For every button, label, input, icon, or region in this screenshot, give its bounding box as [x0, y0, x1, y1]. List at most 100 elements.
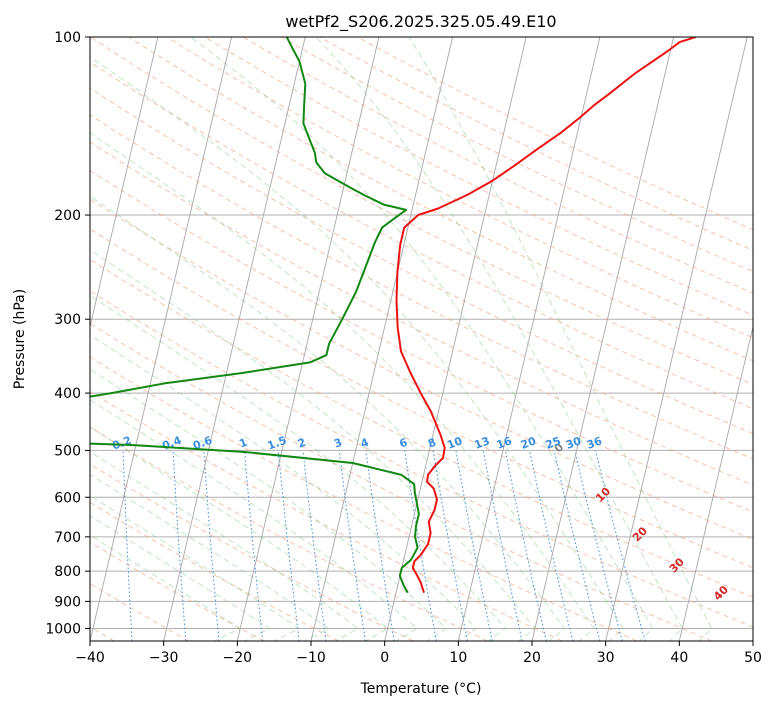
x-axis: −40 −30 −20 −10 0 10 20 30 40 50	[75, 641, 762, 666]
dewpoint-profile	[90, 37, 420, 594]
moist-adiabat	[90, 295, 507, 641]
mixing-ratio-line	[574, 450, 623, 641]
grid-lines	[90, 37, 753, 629]
isotherm-line	[531, 37, 675, 641]
moist-adiabat	[90, 451, 359, 641]
y-axis-title: Pressure (hPa)	[12, 289, 28, 389]
x-tick-label: 10	[449, 650, 467, 666]
moist-adiabat	[90, 56, 624, 641]
x-axis-title: Temperature (°C)	[360, 681, 482, 697]
mixing-ratio-line	[432, 450, 468, 641]
isotherm-line	[163, 37, 306, 641]
y-tick-label: 700	[54, 530, 81, 546]
mixing-ratio-line	[338, 450, 366, 641]
isotherms	[90, 37, 753, 641]
dry-adiabat	[90, 356, 638, 641]
x-tick-label: −30	[149, 650, 179, 666]
moist-adiabat	[90, 249, 536, 641]
isotherm-line	[678, 324, 753, 641]
isotherm-line	[90, 37, 159, 329]
mixing-ratio-line	[504, 450, 547, 641]
moist-adiabat	[408, 37, 713, 641]
y-tick-label: 100	[54, 30, 81, 46]
mixing-ratio-line	[404, 450, 437, 641]
dry-adiabat	[90, 463, 414, 641]
x-tick-label: −40	[75, 650, 105, 666]
x-tick-label: 20	[523, 650, 541, 666]
dry-adiabat	[90, 290, 753, 628]
moist-adiabat	[90, 132, 595, 641]
x-tick-label: −10	[296, 650, 326, 666]
x-tick-label: 50	[744, 650, 762, 666]
moist-adiabat	[315, 37, 683, 641]
y-tick-label: 600	[54, 490, 81, 506]
dry-adiabat	[90, 501, 339, 641]
dry-adiabat	[90, 141, 753, 486]
mixing-ratio-line	[455, 450, 493, 641]
y-tick-label: 400	[54, 386, 81, 402]
mixing-ratio-line	[529, 450, 574, 641]
mixing-ratio-label: 0.2	[110, 434, 133, 453]
y-tick-label: 300	[54, 312, 81, 328]
mixing-ratio-label: 3	[332, 436, 344, 451]
plot-frame	[89, 36, 754, 642]
mixing-ratio-line	[553, 450, 601, 641]
moist-adiabat	[90, 426, 389, 641]
moist-adiabat	[190, 37, 654, 641]
dry-adiabat	[90, 114, 753, 460]
mixing-ratio-label: 16	[495, 434, 514, 452]
mixing-ratio-line	[302, 450, 327, 641]
isotherm-line	[310, 37, 454, 641]
dry-adiabat	[319, 37, 753, 251]
isotherm-line	[457, 37, 601, 641]
mixing-ratio-label: 1.5	[266, 434, 289, 453]
y-tick-label: 900	[54, 594, 81, 610]
y-axis: 1000 900 800 700 600 500 400 300 200 100	[45, 30, 90, 637]
mixing-ratio-lines	[122, 450, 646, 641]
plot-area: -100-90-80-70-60-50-40-30-20-10010203040…	[90, 37, 753, 641]
dry-adiabat	[90, 61, 753, 410]
x-tick-label: −20	[223, 650, 253, 666]
mixing-ratio-label: 8	[426, 436, 438, 451]
mixing-ratio-line	[365, 450, 395, 641]
moist-adiabat	[90, 534, 242, 641]
mixing-ratio-label: 30	[564, 434, 583, 452]
isotherm-line	[384, 37, 527, 641]
mixing-ratio-label: 10	[445, 434, 464, 452]
y-tick-label: 800	[54, 564, 81, 580]
moist-adiabat	[90, 368, 448, 641]
profiles	[90, 37, 697, 594]
mixing-ratio-label: 13	[473, 434, 492, 451]
mixing-ratio-label: 36	[585, 434, 604, 452]
x-tick-label: 40	[670, 650, 688, 666]
moist-adiabat	[90, 399, 418, 641]
mixing-ratio-label: 2	[296, 436, 308, 451]
dry-adiabat	[90, 322, 712, 641]
x-tick-label: 30	[597, 650, 615, 666]
y-tick-label: 200	[54, 208, 81, 224]
dry-adiabat	[128, 37, 753, 362]
mixing-ratio-label: 4	[359, 436, 371, 451]
mixing-ratio-label: 25	[544, 434, 563, 451]
isotherm-line	[236, 37, 380, 641]
temperature-profile	[395, 37, 697, 594]
chart-title: wetPf2_S206.2025.325.05.49.E10	[285, 12, 556, 32]
dry-adiabat	[90, 37, 753, 386]
moist-adiabat	[90, 495, 301, 641]
y-tick-label: 500	[54, 443, 81, 459]
x-tick-label: 0	[380, 650, 389, 666]
dry-adiabat	[204, 37, 753, 316]
mixing-ratio-line	[595, 450, 646, 641]
moist-adiabat	[90, 334, 477, 641]
mixing-ratio-label: 1	[237, 436, 249, 451]
mixing-ratio-label: 6	[398, 436, 410, 451]
moist-adiabat	[90, 195, 566, 641]
mixing-ratio-label: 20	[519, 434, 538, 452]
isotherm-line	[605, 37, 748, 641]
moist-adiabats	[90, 37, 713, 641]
moist-adiabat	[90, 515, 271, 641]
mixing-ratio-label: 0.6	[191, 434, 214, 453]
mixing-ratio-line	[482, 450, 523, 641]
isotherm-line	[90, 37, 233, 641]
